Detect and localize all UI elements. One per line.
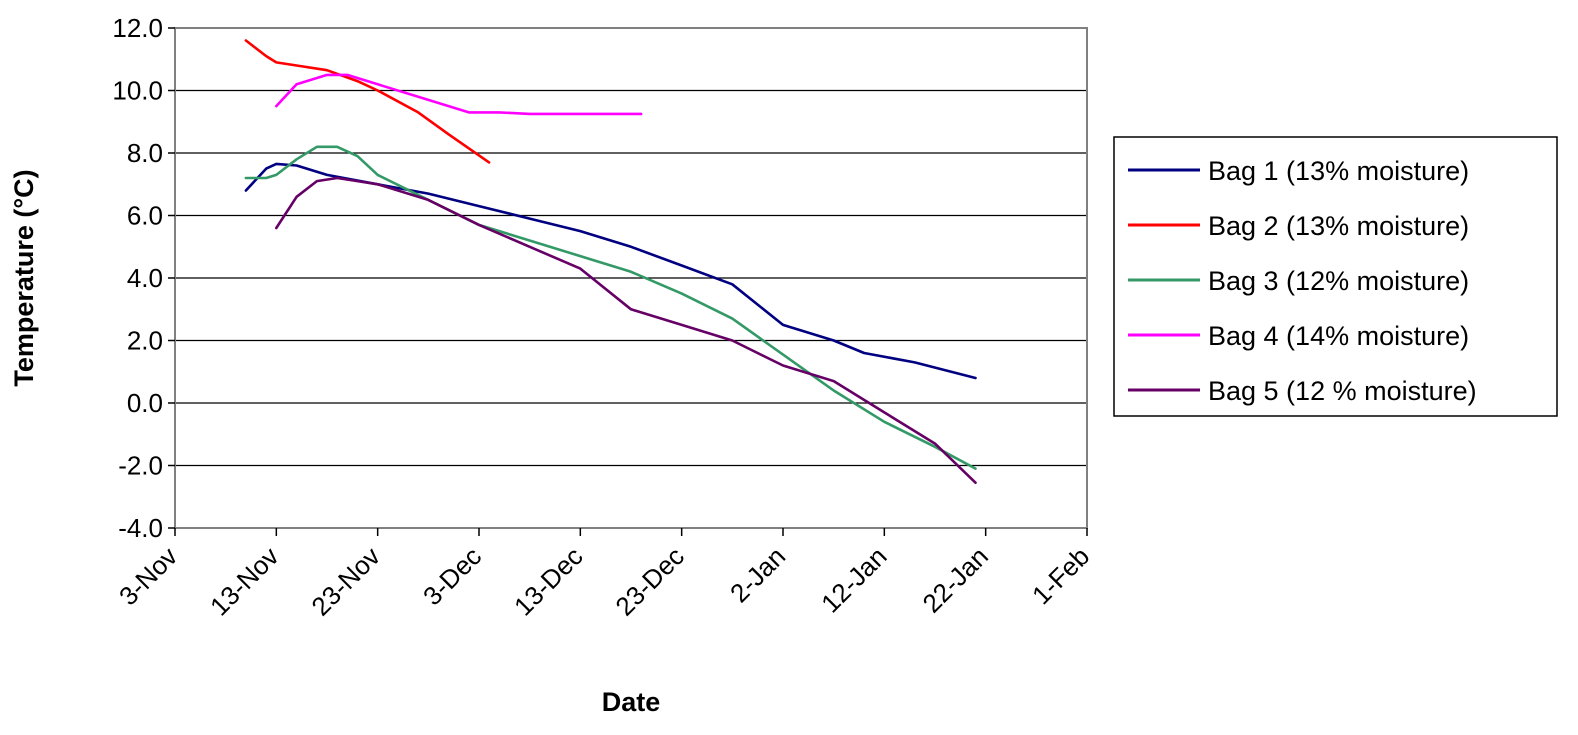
- legend: Bag 1 (13% moisture) Bag 2 (13% moisture)…: [1113, 136, 1558, 417]
- y-tick-label: 2.0: [127, 326, 163, 356]
- legend-label-bag-5: Bag 5 (12 % moisture): [1208, 376, 1477, 406]
- gridlines: [175, 89, 1087, 467]
- x-tick-label: 13-Nov: [204, 541, 284, 621]
- x-tick-label: 3-Dec: [417, 541, 487, 611]
- x-tick-label: 12-Jan: [815, 541, 892, 618]
- y-tick-label: 8.0: [127, 138, 163, 168]
- series-lines: [244, 39, 977, 485]
- y-tick-label: 10.0: [112, 76, 163, 106]
- y-tick-label: 0.0: [127, 388, 163, 418]
- series-line-bag-3: [244, 145, 977, 470]
- x-axis: 3-Nov 13-Nov 23-Nov 3-Dec 13-Dec 23-Dec 2-Jan 1…: [113, 528, 1095, 622]
- y-tick-label: 6.0: [127, 201, 163, 231]
- y-axis: 12.0 10.0 8.0 6.0 4.0 2.0 0.0 -2.0 -4.0: [112, 13, 175, 543]
- y-tick-label: 4.0: [127, 263, 163, 293]
- x-tick-label: 2-Jan: [724, 541, 791, 608]
- y-tick-label: -2.0: [118, 451, 163, 481]
- series-line-bag-5: [274, 176, 977, 485]
- x-tick-label: 23-Dec: [609, 541, 689, 621]
- legend-label-bag-2: Bag 2 (13% moisture): [1208, 211, 1469, 241]
- x-tick-label: 3-Nov: [113, 541, 183, 611]
- y-tick-label: 12.0: [112, 13, 163, 43]
- x-axis-title: Date: [602, 687, 661, 717]
- y-axis-title: Temperature (°C): [9, 169, 39, 386]
- legend-label-bag-3: Bag 3 (12% moisture): [1208, 266, 1469, 296]
- x-tick-label: 13-Dec: [508, 541, 588, 621]
- legend-label-bag-4: Bag 4 (14% moisture): [1208, 321, 1469, 351]
- x-tick-label: 1-Feb: [1026, 541, 1095, 610]
- legend-label-bag-1: Bag 1 (13% moisture): [1208, 156, 1469, 186]
- series-line-bag-4: [274, 73, 643, 116]
- x-tick-label: 23-Nov: [305, 541, 385, 621]
- series-line-bag-1: [244, 162, 977, 380]
- y-tick-label: -4.0: [118, 513, 163, 543]
- x-tick-label: 22-Jan: [916, 541, 993, 618]
- legend-box: [1113, 136, 1558, 417]
